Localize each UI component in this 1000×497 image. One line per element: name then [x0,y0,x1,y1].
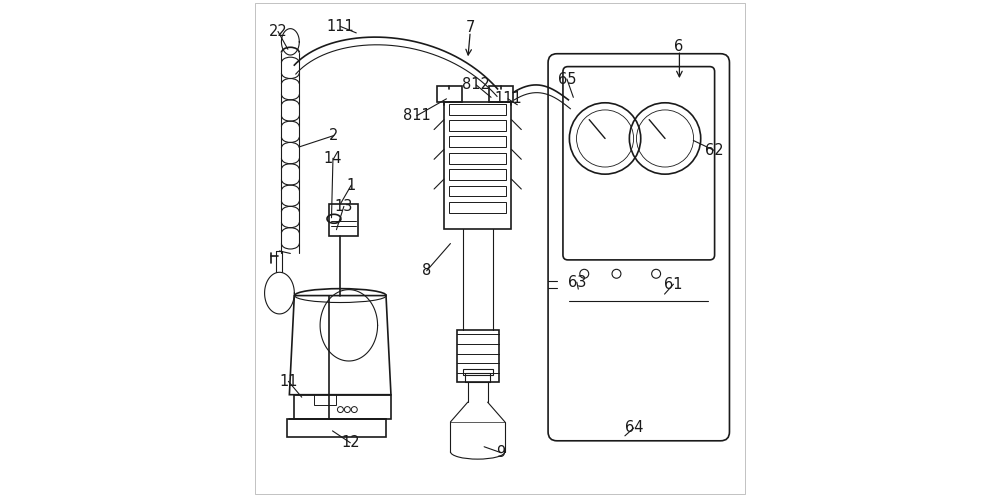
Bar [449,137,506,148]
Bar [449,120,506,131]
Text: 62: 62 [705,143,723,158]
Text: 9: 9 [496,445,506,460]
Bar [449,104,506,115]
Text: 65: 65 [558,72,576,86]
Bar [314,394,336,405]
Text: 64: 64 [625,420,643,435]
Bar [287,419,386,437]
Bar [465,373,490,382]
Text: 1: 1 [347,177,356,192]
Text: 22: 22 [269,24,287,39]
Bar [449,153,506,164]
Text: 111: 111 [327,19,354,34]
Bar [449,202,506,213]
Text: 811: 811 [403,108,431,123]
Text: 12: 12 [341,435,360,450]
Text: 11: 11 [279,374,298,389]
Bar [449,169,506,180]
Text: 13: 13 [335,199,353,214]
Text: 61: 61 [664,277,683,292]
Bar [489,86,513,102]
Text: 63: 63 [568,275,586,290]
Text: 8: 8 [422,263,431,278]
Text: 6: 6 [674,39,683,54]
Bar [329,204,358,236]
Bar [457,331,499,382]
Bar [294,395,391,419]
Text: 111: 111 [494,91,522,106]
Text: 812: 812 [462,78,490,92]
Bar [437,86,462,102]
Bar [463,369,493,375]
Text: 14: 14 [324,151,342,166]
Text: 7: 7 [466,20,475,35]
Bar [444,102,511,229]
Bar [449,185,506,196]
Text: 2: 2 [329,128,339,143]
